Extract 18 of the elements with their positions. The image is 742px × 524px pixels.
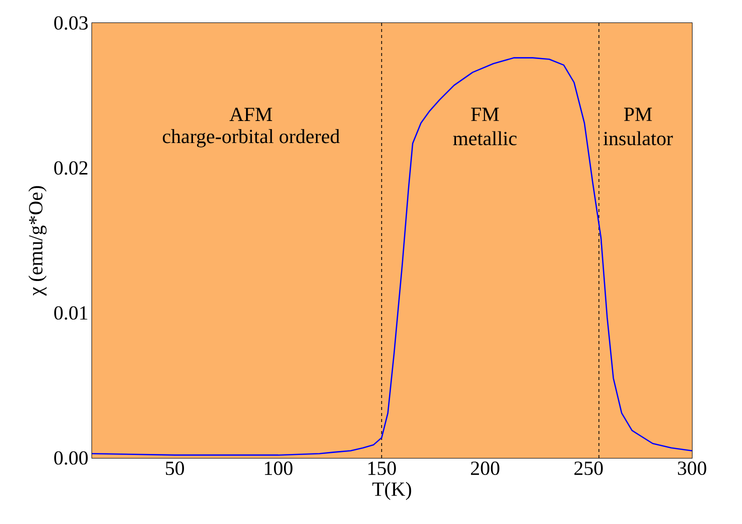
y-tick-label: 0.02 (54, 161, 88, 175)
annotation: metallic (453, 131, 517, 146)
x-tick-label: 300 (678, 462, 706, 476)
x-tick-label: 150 (368, 462, 396, 476)
annotation: AFM (230, 108, 272, 121)
annotation: PM (624, 108, 652, 121)
x-tick-label: 50 (166, 462, 184, 476)
y-tick-label: 0.00 (54, 451, 88, 465)
y-tick-label: 0.01 (54, 306, 88, 320)
x-tick-label: 200 (470, 462, 500, 476)
y-tick-label: 0.03 (54, 16, 88, 30)
x-axis-title: T(K) (372, 482, 412, 500)
x-tick-label: 100 (264, 462, 292, 476)
y-axis-title: χ (emu/g*Oe) (28, 186, 47, 296)
annotation: FM (471, 108, 499, 121)
annotation: charge-orbital ordered (162, 129, 340, 148)
x-tick-label: 250 (574, 462, 603, 476)
annotation: insulator (603, 131, 673, 146)
